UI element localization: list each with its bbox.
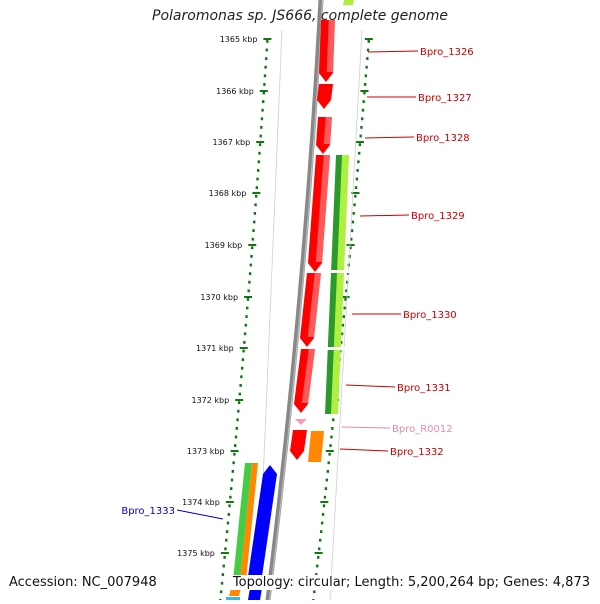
scale-label: 1374 kbp: [182, 498, 220, 507]
gene-bpro-1330: [300, 273, 321, 347]
genome-summary-text: Topology: circular; Length: 5,200,264 bp…: [228, 575, 590, 590]
accession-text: Accession: NC_007948: [9, 575, 157, 590]
gene-label: Bpro_1332: [390, 447, 444, 458]
gene-bpro-1332-model: [308, 431, 324, 462]
gene-track-cyan-bottom: [226, 597, 240, 600]
ring-guide-outer: [329, 29, 363, 601]
gene-leader-line: [345, 384, 396, 388]
map-title: Polaromonas sp. JS666, complete genome: [152, 8, 448, 24]
gene-leader-line: [176, 509, 224, 520]
gene-bpro-1327: [317, 84, 333, 109]
gene-bpro-1326: [319, 20, 335, 82]
gene-track-gap: [320, 270, 350, 273]
gene-bpro-1331: [294, 349, 315, 413]
scale-label: 1375 kbp: [177, 549, 215, 558]
scale-label: 1372 kbp: [191, 396, 229, 405]
backbone-layer: [257, 0, 363, 601]
label-layer: Bpro_1326 Bpro_1327 Bpro_1328 Bpro_1329 Bpro…: [121, 47, 474, 520]
gene-label: Bpro_1331: [397, 383, 451, 394]
gene-label: Bpro_1328: [416, 133, 470, 144]
gene-leader-line: [359, 214, 410, 217]
gene-leader-line: [367, 50, 419, 53]
gene-bpro-r0012: [295, 419, 307, 425]
scale-label: 1366 kbp: [216, 87, 254, 96]
scale-label: 1367 kbp: [212, 138, 250, 147]
gene-label: Bpro_1327: [418, 93, 472, 104]
gene-label: Bpro_1333: [121, 506, 175, 517]
genome-backbone-highlight: [268, 0, 324, 601]
gene-label: Bpro_1329: [411, 211, 465, 222]
gene-leader-line: [364, 136, 415, 139]
gene-label: Bpro_R0012: [392, 424, 453, 435]
gene-bpro-1328: [316, 117, 332, 154]
gene-bpro-1329: [308, 155, 330, 272]
gene-track-green-lower: [233, 463, 252, 580]
gene-bpro-1333-tail: [248, 588, 262, 600]
gene-shine: [315, 155, 330, 262]
gene-track-orange-lower: [240, 463, 258, 580]
gene-bpro-1333: [246, 465, 277, 590]
gene-label: Bpro_1326: [420, 47, 474, 58]
scale-label: 1368 kbp: [209, 189, 247, 198]
genome-backbone: [265, 0, 324, 601]
scale-label: 1373 kbp: [187, 447, 225, 456]
gene-track-gap: [316, 347, 346, 350]
gene-bpro-1332: [290, 430, 307, 460]
scale-label: 1371 kbp: [196, 344, 234, 353]
gene-shine: [323, 117, 332, 144]
gene-leader-line: [341, 426, 391, 429]
gene-shine: [307, 273, 321, 337]
gene-label: Bpro_1330: [403, 310, 457, 321]
scale-label: 1365 kbp: [220, 35, 258, 44]
gene-track-top: [343, 0, 354, 5]
gene-shine: [301, 349, 315, 403]
feature-layer: [226, 0, 354, 600]
scale-label: 1370 kbp: [200, 293, 238, 302]
gene-leader-line: [339, 448, 389, 452]
scale-label: 1369 kbp: [205, 241, 243, 250]
gene-shine: [326, 20, 335, 72]
tick-layer: 1365 kbp 1366 kbp 1367 kbp 1368 kbp 1369 kbp…: [177, 35, 373, 602]
